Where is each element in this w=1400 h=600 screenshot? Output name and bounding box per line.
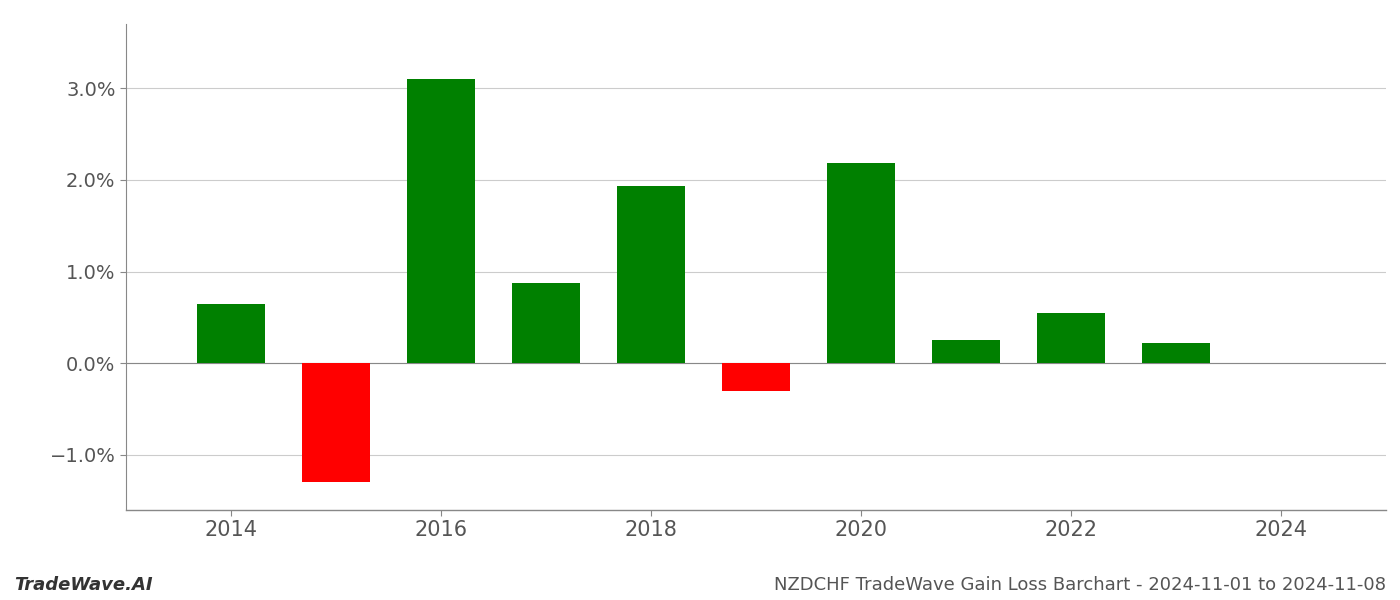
Bar [722,363,790,391]
Text: TradeWave.AI: TradeWave.AI [14,576,153,594]
Bar [302,363,370,482]
Bar [827,163,895,363]
Bar [407,79,475,363]
Bar [512,283,580,363]
Bar [1142,343,1210,363]
Bar [932,340,1000,363]
Bar [1037,313,1105,363]
Bar [617,187,685,363]
Text: NZDCHF TradeWave Gain Loss Barchart - 2024-11-01 to 2024-11-08: NZDCHF TradeWave Gain Loss Barchart - 20… [774,576,1386,594]
Bar [197,304,265,363]
